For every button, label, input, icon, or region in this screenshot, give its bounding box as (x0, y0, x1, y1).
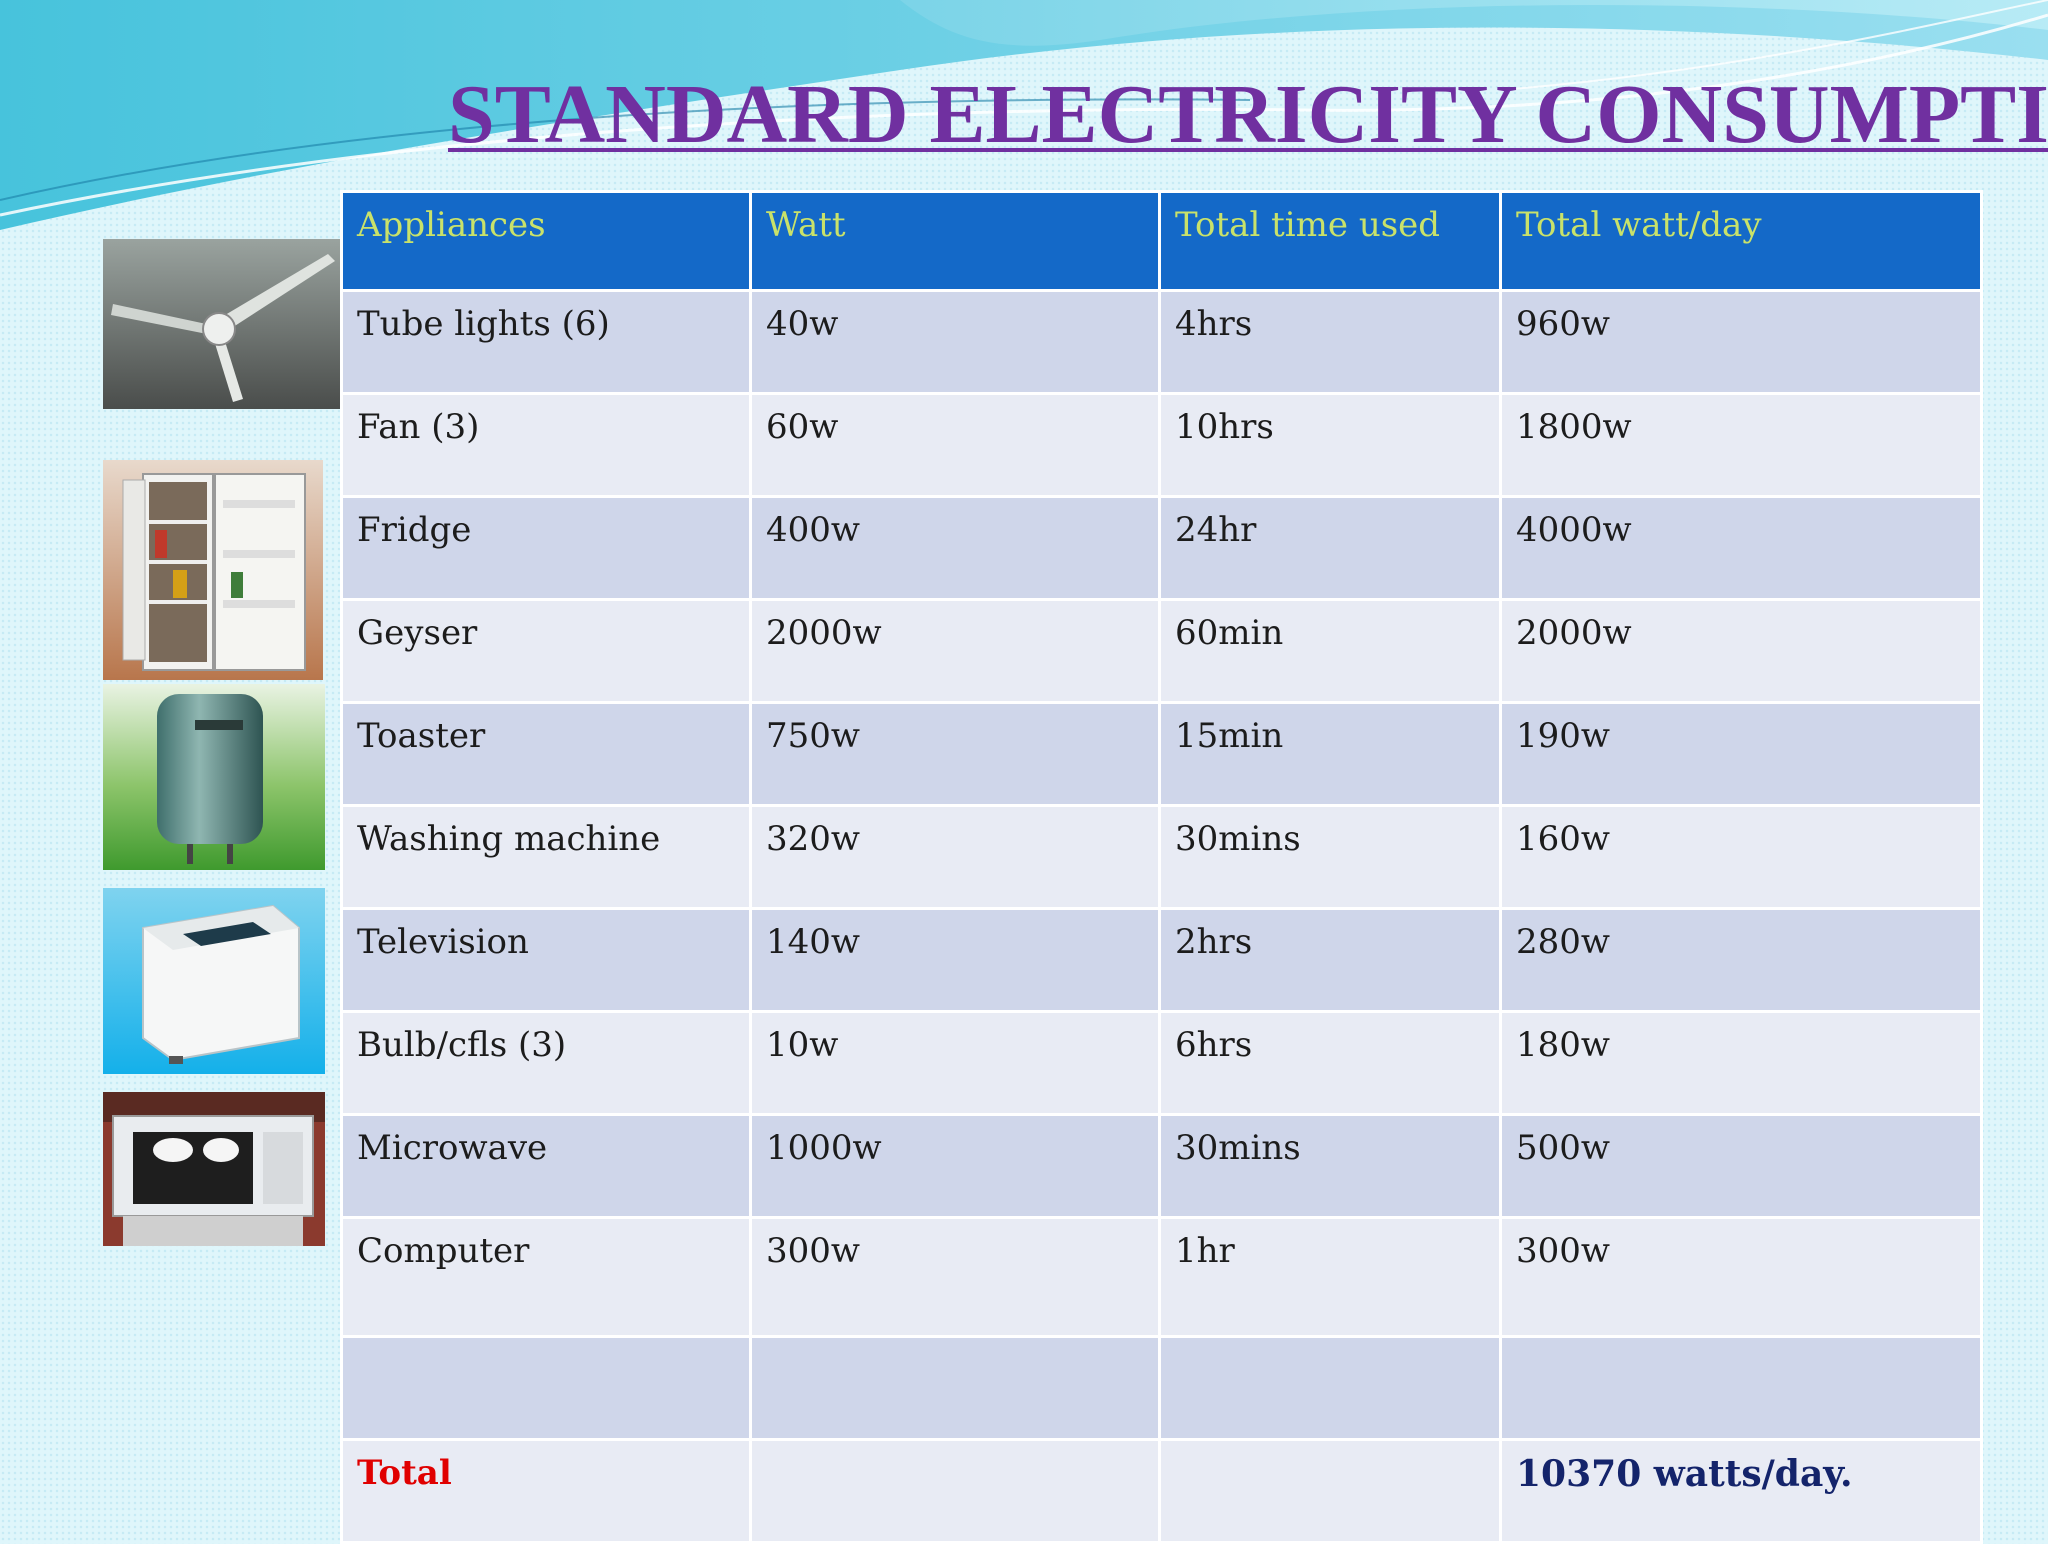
watt-day-cell: 4000w (1499, 495, 1983, 601)
time-cell: 4hrs (1158, 289, 1502, 395)
watt-day-cell (1499, 1335, 1983, 1441)
table-row: Geyser 2000w 60min 2000w (340, 598, 1983, 704)
appliance-cell: Geyser (340, 598, 752, 704)
appliance-cell: Washing machine (340, 804, 752, 910)
appliance-cell (340, 1335, 752, 1441)
time-cell: 60min (1158, 598, 1502, 704)
appliance-cell: Fridge (340, 495, 752, 601)
appliance-cell: Microwave (340, 1113, 752, 1219)
time-cell: 24hr (1158, 495, 1502, 601)
watt-cell: 40w (749, 289, 1161, 395)
watt-day-cell: 180w (1499, 1010, 1983, 1116)
appliance-cell: Bulb/cfls (3) (340, 1010, 752, 1116)
table-row: Tube lights (6) 40w 4hrs 960w (340, 289, 1983, 395)
time-cell: 10hrs (1158, 392, 1502, 498)
washing-machine-image (103, 888, 325, 1074)
appliance-cell: Tube lights (6) (340, 289, 752, 395)
table-row: Fridge 400w 24hr 4000w (340, 495, 1983, 601)
table-total-row: Total 10370 watts/day. (340, 1438, 1983, 1544)
total-empty-cell (749, 1438, 1161, 1544)
header-appliances: Appliances (340, 190, 752, 292)
time-cell: 30mins (1158, 804, 1502, 910)
watt-cell: 1000w (749, 1113, 1161, 1219)
geyser-image (103, 684, 325, 870)
time-cell: 2hrs (1158, 907, 1502, 1013)
watt-cell: 60w (749, 392, 1161, 498)
appliance-cell: Fan (3) (340, 392, 752, 498)
watt-day-cell: 280w (1499, 907, 1983, 1013)
total-value: 10370 watts/day. (1499, 1438, 1983, 1544)
header-total-time-used: Total time used (1158, 190, 1502, 292)
microwave-image (103, 1092, 325, 1246)
table-row-empty (340, 1335, 1983, 1441)
ceiling-fan-image (103, 239, 341, 409)
watt-day-cell: 2000w (1499, 598, 1983, 704)
watt-cell (749, 1335, 1161, 1441)
fridge-image (103, 460, 323, 680)
watt-day-cell: 960w (1499, 289, 1983, 395)
watt-cell: 320w (749, 804, 1161, 910)
background-waves (0, 0, 2048, 230)
consumption-table: Appliances Watt Total time used Total wa… (340, 190, 1983, 1544)
table-row: Computer 300w 1hr 300w (340, 1216, 1983, 1338)
watt-cell: 10w (749, 1010, 1161, 1116)
table-row: Toaster 750w 15min 190w (340, 701, 1983, 807)
table-row: Washing machine 320w 30mins 160w (340, 804, 1983, 910)
table-row: Fan (3) 60w 10hrs 1800w (340, 392, 1983, 498)
watt-cell: 400w (749, 495, 1161, 601)
watt-cell: 300w (749, 1216, 1161, 1338)
watt-day-cell: 500w (1499, 1113, 1983, 1219)
total-label: Total (340, 1438, 752, 1544)
table-row: Television 140w 2hrs 280w (340, 907, 1983, 1013)
header-watt: Watt (749, 190, 1161, 292)
appliance-cell: Computer (340, 1216, 752, 1338)
header-total-watt-day: Total watt/day (1499, 190, 1983, 292)
time-cell: 6hrs (1158, 1010, 1502, 1116)
watt-day-cell: 300w (1499, 1216, 1983, 1338)
time-cell: 15min (1158, 701, 1502, 807)
total-empty-cell (1158, 1438, 1502, 1544)
page-title: STANDARD ELECTRICITY CONSUMPTION (448, 70, 2048, 160)
watt-cell: 750w (749, 701, 1161, 807)
watt-day-cell: 1800w (1499, 392, 1983, 498)
watt-cell: 140w (749, 907, 1161, 1013)
appliance-cell: Toaster (340, 701, 752, 807)
appliance-cell: Television (340, 907, 752, 1013)
watt-day-cell: 160w (1499, 804, 1983, 910)
table-header-row: Appliances Watt Total time used Total wa… (340, 190, 1983, 292)
watt-day-cell: 190w (1499, 701, 1983, 807)
table-row: Microwave 1000w 30mins 500w (340, 1113, 1983, 1219)
time-cell (1158, 1335, 1502, 1441)
time-cell: 1hr (1158, 1216, 1502, 1338)
watt-cell: 2000w (749, 598, 1161, 704)
time-cell: 30mins (1158, 1113, 1502, 1219)
table-row: Bulb/cfls (3) 10w 6hrs 180w (340, 1010, 1983, 1116)
